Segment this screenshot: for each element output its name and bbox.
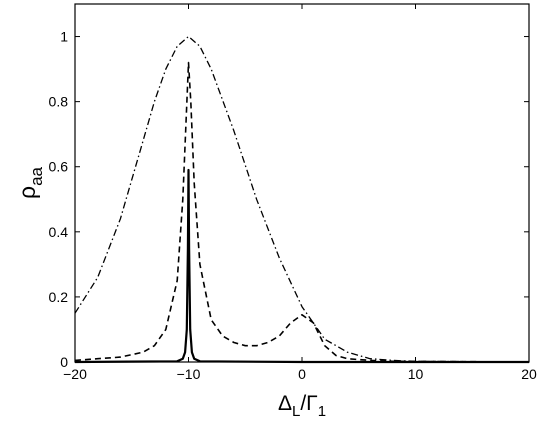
x-axis-label-mid: /Γ	[300, 392, 317, 415]
y-axis-label: ρaa	[14, 166, 46, 199]
y-axis-label-main: ρ	[14, 186, 40, 199]
x-tick-label: 10	[408, 366, 424, 382]
series-line-dash-dot	[74, 35, 530, 363]
x-tick-label: 20	[521, 366, 537, 382]
x-tick-label: −20	[63, 366, 87, 382]
plot-frame	[74, 3, 530, 363]
y-tick-label: 0.8	[49, 94, 69, 110]
y-tick-label: 0.4	[49, 224, 69, 240]
series-line-dashed	[74, 61, 530, 363]
x-tick-label: −10	[177, 366, 201, 382]
x-axis-label-main: Δ	[278, 392, 292, 415]
series-layer	[74, 35, 530, 364]
x-axis-label-sub: L	[292, 403, 300, 420]
axes-layer: −20 −10 0 10 20 0 0.2 0.4 0.6 0.8 1	[49, 4, 537, 382]
y-axis-label-sub: aa	[27, 166, 46, 185]
x-axis-label: ΔL/Γ1	[278, 392, 326, 420]
y-tick-label: 1	[60, 29, 68, 45]
y-tick-label: 0.2	[49, 289, 69, 305]
x-axis-label-sub2: 1	[318, 403, 326, 420]
y-tick-label: 0.6	[49, 159, 69, 175]
series-line-solid	[74, 168, 529, 364]
y-tick-label: 0	[60, 354, 68, 370]
x-tick-label: 0	[298, 366, 306, 382]
